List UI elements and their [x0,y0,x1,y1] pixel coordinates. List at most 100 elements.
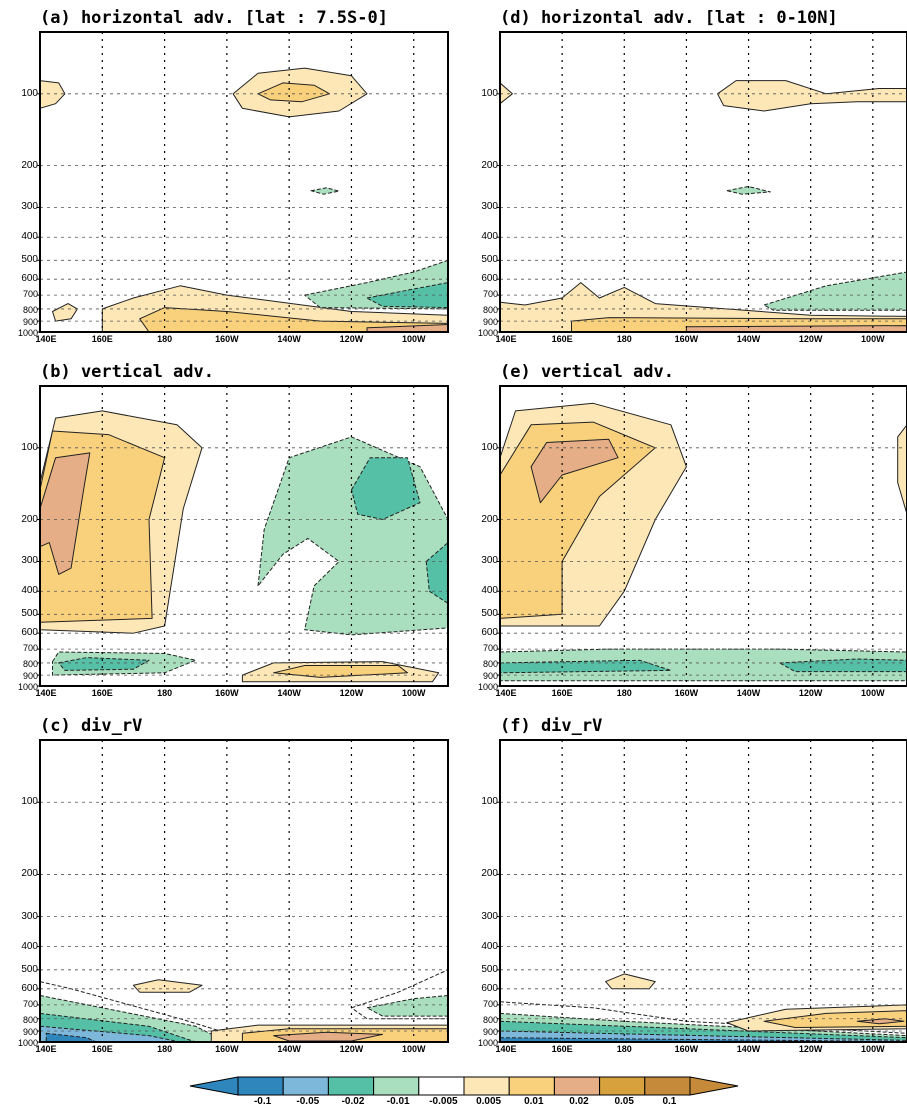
panel-e-frame [499,385,907,687]
contour-region [351,457,421,520]
colorbar-box [418,1076,465,1096]
y-tick-label: 700 [482,998,498,1009]
contour-region [500,1037,907,1042]
contour-region [897,424,907,515]
y-tick-label: 500 [481,608,498,620]
y-tick-label: 100 [21,441,38,453]
x-tick-label: 100W [401,688,426,698]
panel-d-frame [499,31,907,333]
colorbar-box [327,1076,375,1096]
contour-region [763,271,907,311]
y-tick-label: 800 [482,1014,498,1025]
panel-a-contours [40,67,448,332]
colorbar-label: -0.01 [386,1096,410,1107]
contour-region [717,80,907,112]
x-tick-label: 180 [157,1044,173,1054]
panel-e-contours [500,402,907,682]
y-tick-label: 600 [21,273,38,285]
y-tick-label: 700 [22,643,38,654]
x-tick-label: 120W [798,1044,823,1054]
y-tick-label: 300 [481,555,498,567]
y-tick-label: 1000 [17,1038,38,1048]
panel-c-title: (c) div_rV [40,716,143,736]
y-tick-label: 700 [482,289,498,300]
x-tick-label: 180 [157,688,173,698]
contour-region [366,995,448,1017]
x-tick-label: 160E [551,1044,573,1054]
contour-region [273,1031,384,1042]
x-tick-label: 160E [91,688,113,698]
panel-f-title: (f) div_rV [500,716,603,736]
x-tick-label: 140W [277,688,301,698]
y-tick-label: 200 [21,159,38,171]
contour-region [58,657,150,671]
x-tick-label: 160W [674,1044,699,1054]
contour-region [40,80,66,109]
x-tick-label: 160W [674,688,699,698]
colorbar-box [463,1076,510,1096]
colorbar-box [553,1076,601,1096]
x-tick-label: 180 [157,334,173,344]
y-tick-label: 200 [481,868,498,880]
panel-c-frame [39,739,449,1043]
panel-c-background [40,740,448,1042]
panel-a-title: (a) horizontal adv. [lat : 7.5S-0] [40,8,388,28]
x-tick-label: 160E [91,1044,113,1054]
y-tick-label: 800 [22,1014,38,1025]
contour-region [366,282,448,309]
x-tick-label: 100W [861,334,885,344]
y-tick-label: 400 [21,940,38,952]
x-tick-label: 160E [551,334,573,344]
y-tick-label: 600 [481,627,498,639]
y-tick-label: 300 [481,201,498,213]
contour-region [605,973,656,990]
y-tick-label: 100 [481,441,498,453]
y-tick-label: 1000 [17,682,38,692]
x-tick-label: 160E [91,334,113,344]
x-tick-label: 100W [401,1044,426,1054]
x-tick-label: 100W [861,1044,885,1054]
x-tick-label: 120W [798,334,823,344]
y-tick-label: 700 [22,998,38,1009]
x-tick-label: 160W [215,1044,239,1054]
y-tick-label: 300 [481,910,498,922]
contour-region [779,658,907,673]
y-tick-label: 500 [21,963,38,975]
colorbar-label: 0.005 [476,1096,502,1107]
x-tick-label: 100W [861,688,885,698]
y-tick-label: 500 [21,254,38,266]
panel-f-contours [500,973,907,1042]
colorbar-arrow-right [689,1076,739,1096]
x-tick-label: 160W [674,334,699,344]
y-tick-label: 900 [22,671,38,682]
y-tick-label: 100 [21,87,38,99]
x-tick-label: 160E [551,688,573,698]
y-tick-label: 800 [482,304,498,315]
contour-region [500,648,907,682]
x-tick-label: 140W [277,334,301,344]
contour-region [40,452,91,575]
y-tick-label: 1000 [477,682,498,692]
y-tick-label: 200 [481,159,498,171]
y-tick-label: 1000 [17,328,38,338]
x-tick-label: 140E [495,1044,517,1054]
y-tick-label: 200 [481,513,498,525]
panel-d-title: (d) horizontal adv. [lat : 0-10N] [500,8,838,28]
y-tick-label: 400 [21,231,38,243]
contour-region [530,438,619,504]
colorbar-box [373,1076,420,1096]
x-tick-label: 180 [616,1044,632,1054]
y-tick-label: 200 [21,513,38,525]
panel-b-title: (b) vertical adv. [40,362,214,382]
panel-e-title: (e) vertical adv. [500,362,674,382]
colorbar-box [508,1076,555,1096]
y-tick-label: 900 [482,671,498,682]
y-tick-label: 800 [22,304,38,315]
x-tick-label: 120W [339,334,364,344]
x-tick-label: 120W [798,688,823,698]
contour-region [726,186,771,195]
contour-region [310,187,340,195]
y-tick-label: 700 [482,643,498,654]
y-tick-label: 800 [22,658,38,669]
